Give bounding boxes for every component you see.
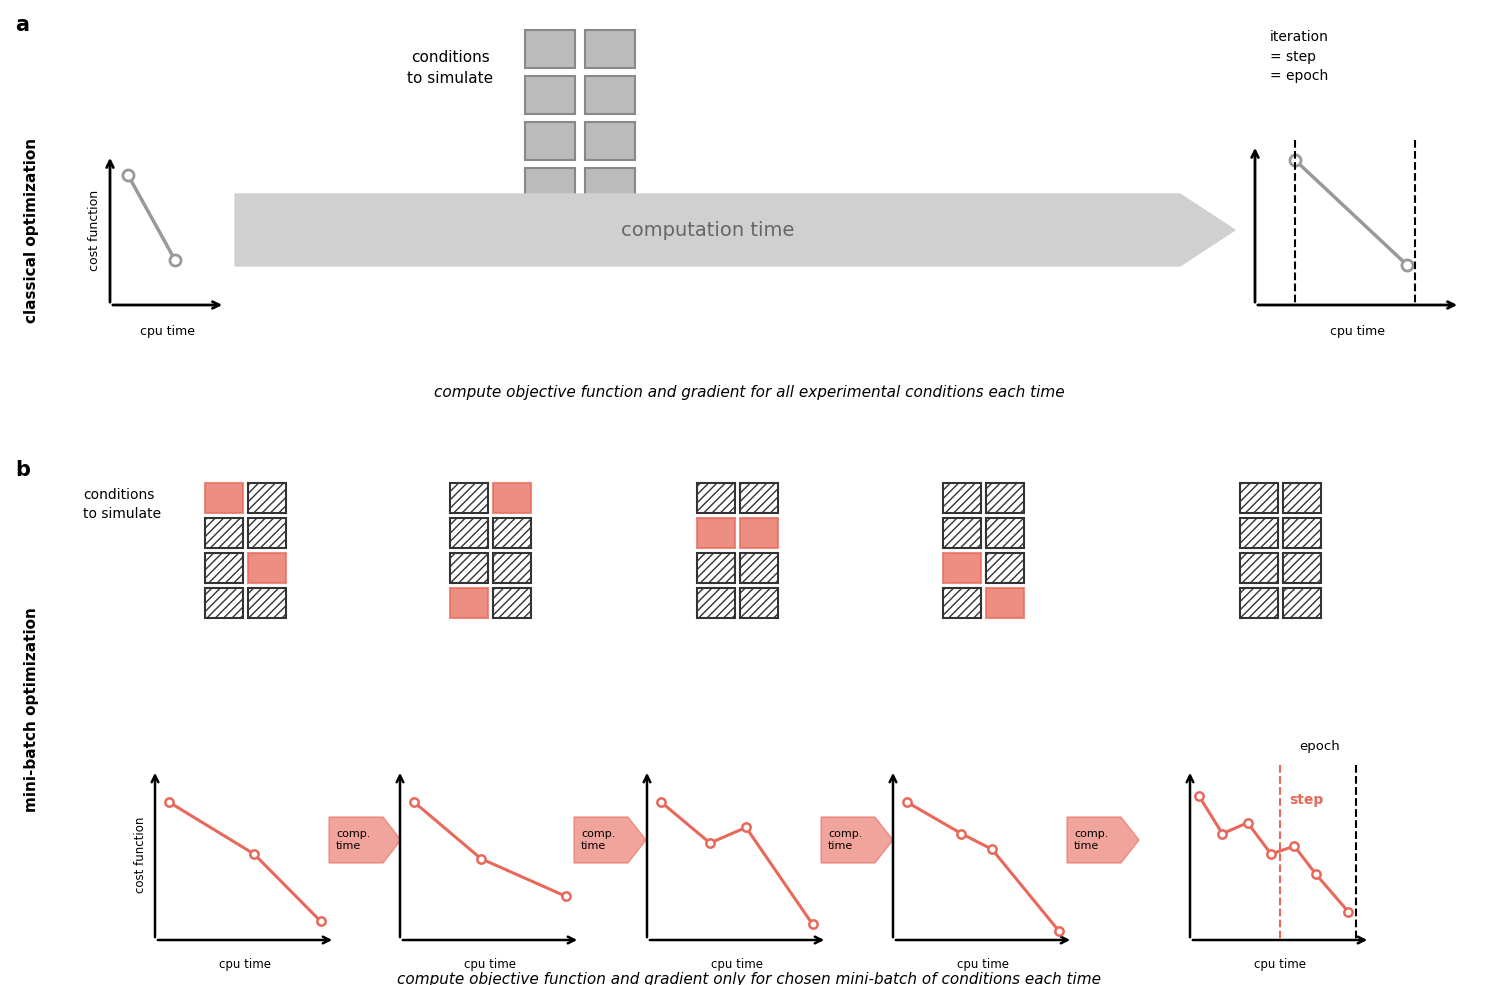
Text: compute objective function and gradient only for chosen mini-batch of conditions: compute objective function and gradient …	[397, 972, 1101, 985]
Bar	[1282, 483, 1321, 513]
Bar	[697, 553, 734, 583]
Bar	[205, 483, 243, 513]
Bar	[942, 588, 981, 618]
Text: step: step	[1288, 793, 1323, 807]
Bar	[697, 518, 734, 548]
Bar	[524, 168, 575, 206]
Text: classical optimization: classical optimization	[24, 138, 39, 322]
Bar	[986, 553, 1023, 583]
Bar	[697, 588, 734, 618]
Text: comp.
time: comp. time	[581, 829, 616, 851]
Bar	[247, 518, 286, 548]
Bar	[524, 30, 575, 68]
Text: a: a	[15, 15, 28, 35]
Bar	[942, 483, 981, 513]
Polygon shape	[1067, 817, 1138, 863]
Bar	[449, 518, 487, 548]
Text: cpu time: cpu time	[712, 958, 762, 971]
Text: computation time: computation time	[620, 221, 794, 239]
Bar	[740, 518, 777, 548]
Bar	[1282, 553, 1321, 583]
Text: b: b	[15, 460, 30, 480]
Bar	[586, 168, 635, 206]
Bar	[1239, 588, 1278, 618]
Bar	[449, 483, 487, 513]
Bar	[1282, 518, 1321, 548]
Bar	[1282, 588, 1321, 618]
Bar	[740, 483, 777, 513]
Bar	[524, 122, 575, 160]
Bar	[586, 122, 635, 160]
Bar	[986, 518, 1023, 548]
Polygon shape	[330, 817, 401, 863]
Bar	[205, 588, 243, 618]
Bar	[449, 588, 487, 618]
Text: comp.
time: comp. time	[336, 829, 370, 851]
Bar	[247, 553, 286, 583]
Text: epoch: epoch	[1299, 740, 1341, 753]
Text: conditions
to simulate: conditions to simulate	[82, 488, 162, 521]
Text: cost function: cost function	[88, 189, 102, 271]
Bar	[493, 518, 530, 548]
Text: cpu time: cpu time	[464, 958, 515, 971]
Bar	[986, 588, 1023, 618]
Bar	[524, 76, 575, 114]
Bar	[942, 518, 981, 548]
Polygon shape	[235, 194, 1234, 266]
Bar	[697, 483, 734, 513]
Text: cpu time: cpu time	[1330, 325, 1386, 338]
Bar	[1239, 553, 1278, 583]
Bar	[493, 588, 530, 618]
Bar	[740, 588, 777, 618]
Bar	[493, 483, 530, 513]
Text: cost function: cost function	[135, 817, 147, 893]
Polygon shape	[821, 817, 893, 863]
Text: conditions
to simulate: conditions to simulate	[407, 50, 493, 86]
Bar	[1239, 518, 1278, 548]
Text: comp.
time: comp. time	[1074, 829, 1109, 851]
Text: cpu time: cpu time	[1254, 958, 1306, 971]
Bar	[586, 76, 635, 114]
Bar	[247, 483, 286, 513]
Bar	[586, 30, 635, 68]
Bar	[449, 553, 487, 583]
Bar	[1239, 483, 1278, 513]
Text: comp.
time: comp. time	[828, 829, 863, 851]
Text: iteration
= step
= epoch: iteration = step = epoch	[1270, 30, 1329, 83]
Polygon shape	[574, 817, 646, 863]
Bar	[247, 588, 286, 618]
Bar	[986, 483, 1023, 513]
Text: compute objective function and gradient for all experimental conditions each tim: compute objective function and gradient …	[434, 385, 1064, 400]
Bar	[942, 553, 981, 583]
Text: cpu time: cpu time	[957, 958, 1010, 971]
Bar	[205, 553, 243, 583]
Text: cpu time: cpu time	[139, 325, 195, 338]
Bar	[740, 553, 777, 583]
Text: cpu time: cpu time	[219, 958, 271, 971]
Bar	[493, 553, 530, 583]
Bar	[205, 518, 243, 548]
Text: mini-batch optimization: mini-batch optimization	[24, 608, 39, 813]
